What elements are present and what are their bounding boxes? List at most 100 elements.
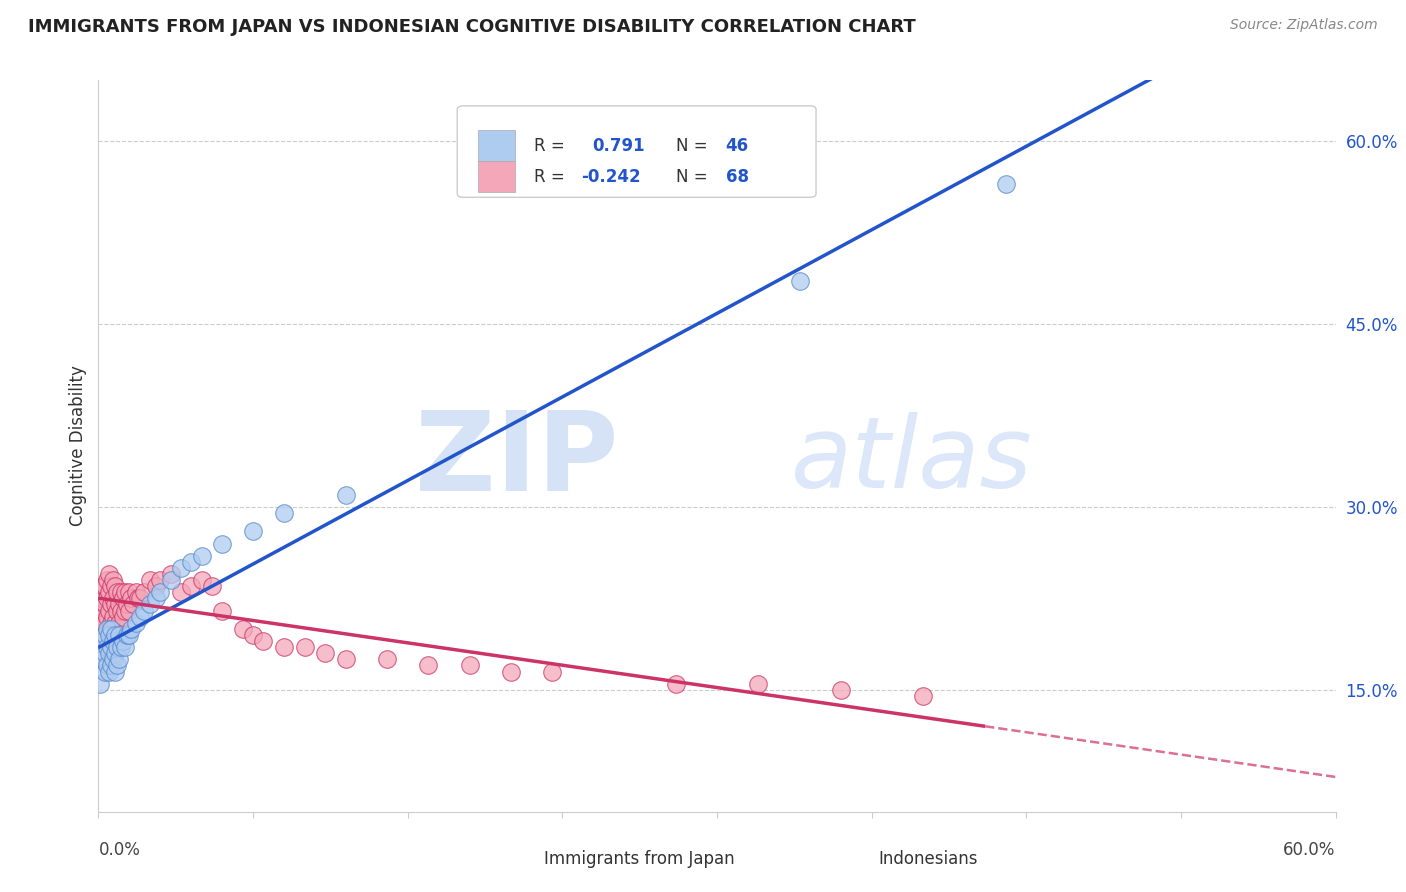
Point [104, 628, 127, 642]
Point [180, 555, 202, 569]
FancyBboxPatch shape [478, 161, 516, 192]
Point [232, 622, 254, 636]
Point [120, 591, 142, 606]
Point [118, 628, 141, 642]
Point [132, 585, 155, 599]
Point [96, 609, 118, 624]
Point [101, 591, 124, 606]
Point [91, 591, 114, 606]
Point [114, 603, 136, 617]
Point [108, 615, 131, 630]
Point [110, 585, 132, 599]
Point [93, 646, 115, 660]
Point [101, 573, 124, 587]
Text: N =: N = [676, 168, 713, 186]
Point [159, 567, 181, 582]
Point [132, 603, 155, 617]
Point [180, 579, 202, 593]
Point [190, 549, 212, 563]
Point [127, 591, 149, 606]
Point [242, 628, 264, 642]
Point [170, 561, 193, 575]
Point [994, 177, 1017, 191]
Point [110, 603, 132, 617]
Text: 46: 46 [725, 136, 749, 154]
Point [100, 598, 122, 612]
Point [91, 652, 114, 666]
Point [91, 579, 114, 593]
Point [97, 628, 120, 642]
Text: N =: N = [676, 136, 713, 154]
Point [149, 585, 172, 599]
Point [252, 634, 274, 648]
Text: 68: 68 [725, 168, 749, 186]
Point [112, 634, 135, 648]
Text: Source: ZipAtlas.com: Source: ZipAtlas.com [1230, 18, 1378, 32]
Point [541, 665, 564, 679]
Point [105, 585, 128, 599]
Point [91, 634, 114, 648]
Text: ZIP: ZIP [415, 407, 619, 514]
Point [912, 689, 935, 703]
Point [149, 573, 172, 587]
Point [110, 640, 132, 655]
Point [118, 603, 141, 617]
Point [108, 598, 131, 612]
Point [190, 573, 212, 587]
Point [104, 665, 127, 679]
Point [93, 579, 115, 593]
Point [97, 646, 120, 660]
Point [458, 658, 481, 673]
FancyBboxPatch shape [506, 851, 534, 870]
Point [112, 591, 135, 606]
FancyBboxPatch shape [841, 851, 868, 870]
Point [114, 640, 136, 655]
Point [128, 591, 150, 606]
Text: Immigrants from Japan: Immigrants from Japan [544, 850, 734, 868]
Point [120, 622, 142, 636]
Point [117, 628, 139, 642]
Point [96, 573, 118, 587]
Text: atlas: atlas [792, 412, 1033, 509]
Point [93, 598, 115, 612]
Point [96, 622, 118, 636]
Text: 0.0%: 0.0% [98, 841, 141, 859]
Point [100, 615, 122, 630]
Point [104, 615, 127, 630]
Point [112, 609, 135, 624]
Point [273, 506, 295, 520]
Point [105, 603, 128, 617]
Point [101, 609, 124, 624]
Point [122, 598, 145, 612]
Point [128, 609, 150, 624]
Point [211, 536, 233, 550]
Point [93, 665, 115, 679]
Point [418, 658, 440, 673]
Point [108, 628, 131, 642]
Point [105, 658, 128, 673]
Point [108, 652, 131, 666]
FancyBboxPatch shape [478, 130, 516, 161]
Point [101, 652, 124, 666]
Text: R =: R = [534, 136, 575, 154]
Point [139, 573, 162, 587]
Text: 60.0%: 60.0% [1284, 841, 1336, 859]
Point [105, 640, 128, 655]
FancyBboxPatch shape [457, 106, 815, 197]
Point [101, 634, 124, 648]
Point [159, 573, 181, 587]
Y-axis label: Cognitive Disability: Cognitive Disability [69, 366, 87, 526]
Point [294, 640, 316, 655]
Point [91, 609, 114, 624]
Point [145, 591, 167, 606]
Point [273, 640, 295, 655]
Point [104, 579, 127, 593]
Point [201, 579, 224, 593]
Point [97, 603, 120, 617]
Point [93, 628, 115, 642]
Point [747, 676, 769, 690]
Point [96, 591, 118, 606]
Point [118, 585, 141, 599]
Text: R =: R = [534, 168, 569, 186]
Point [100, 658, 122, 673]
